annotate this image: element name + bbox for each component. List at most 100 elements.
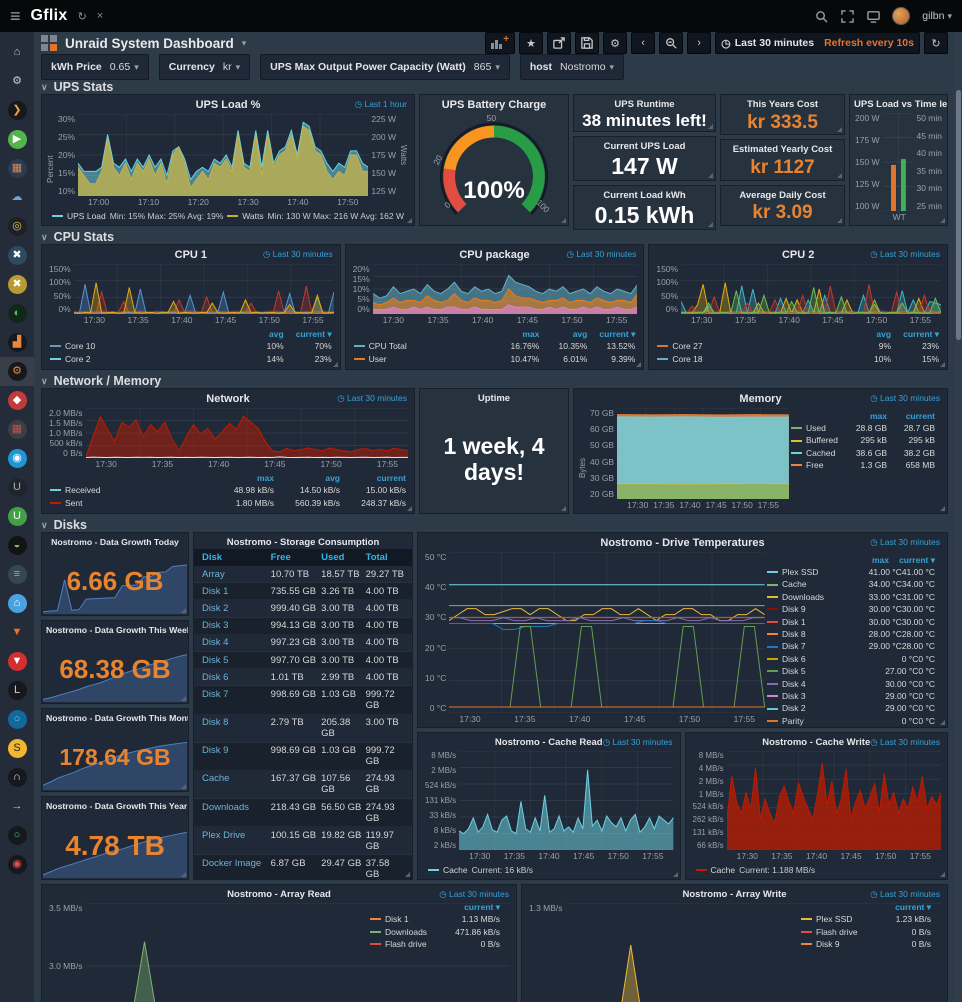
legend-series[interactable]: Cache [767,578,869,590]
star-dashboard-button[interactable]: ★ [519,32,544,54]
legend-item[interactable]: Cache Current: 16 kB/s [428,865,533,875]
sidebar-app-icon[interactable]: ◐ [0,299,34,328]
legend-series[interactable]: Core 10 [50,340,236,353]
panel-title[interactable]: CPU 1 [174,249,208,261]
legend-series[interactable]: Buffered [791,434,839,446]
legend-sort-header[interactable]: current ▾ [464,902,500,912]
legend-series[interactable]: Downloads [767,591,869,603]
table-row[interactable]: Disk 5 997.70 GB 3.00 TB 4.00 TB [194,651,412,670]
save-dashboard-button[interactable] [575,32,600,54]
table-row[interactable]: Disk 3 994.13 GB 3.00 TB 4.00 TB [194,617,412,635]
panel-time-badge[interactable]: ◷ Last 30 minutes [566,249,637,259]
panel-time-badge[interactable]: ◷ Last 30 minutes [870,537,940,547]
table-header[interactable]: Disk Free Used Total [194,549,412,566]
sidebar-app-icon[interactable]: ∩ [0,763,34,792]
panel-title[interactable]: This Years Cost [746,99,819,110]
zoom-out-button[interactable] [659,32,684,54]
panel-title[interactable]: Memory [739,393,782,405]
legend-sort-header[interactable]: current ▾ [903,329,940,339]
row-header-disks[interactable]: ∨ Disks [41,518,87,532]
legend-sort-header[interactable]: current [905,411,935,421]
sidebar-app-icon[interactable]: S [0,734,34,763]
legend-sort-header[interactable]: avg [876,329,892,339]
legend-series[interactable]: Downloads [370,926,436,939]
legend-sort-header[interactable]: avg [325,473,340,483]
panel-time-badge[interactable]: ◷ Last 30 minutes [262,249,333,259]
legend-sort-header[interactable]: max [871,555,889,565]
table-row[interactable]: Disk 1 735.55 GB 3.26 TB 4.00 TB [194,583,412,601]
legend-series[interactable]: Received [50,484,208,497]
panel-title[interactable]: UPS Load vs Time left [854,99,947,110]
panel-title[interactable]: UPS Battery Charge [441,99,547,111]
legend-sort-header[interactable]: current [376,473,406,483]
table-row[interactable]: Disk 9 998.69 GB 1.03 GB 999.72 GB [194,742,412,771]
cpu-package-chart[interactable] [372,264,638,314]
row-header-cpu-stats[interactable]: ∨ CPU Stats [41,230,115,244]
temps-chart[interactable] [449,552,765,713]
tab-close-icon[interactable]: × [96,10,104,22]
legend-series[interactable]: Core 2 [50,353,236,366]
cache-write-chart[interactable] [726,751,941,850]
ups-load-chart[interactable] [78,114,369,196]
panel-title[interactable]: Nostromo - Cache Read [494,737,603,748]
memory-chart[interactable] [617,408,789,499]
cache-read-chart[interactable] [459,751,674,850]
legend-series[interactable]: CPU Total [353,340,492,353]
panel-title[interactable]: Nostromo - Data Growth This Month [46,713,188,723]
legend-sort-header[interactable]: current ▾ [895,902,931,912]
page-scrollbar[interactable] [955,32,962,1002]
add-panel-button[interactable]: + [485,32,516,54]
legend-series[interactable]: Core 27 [657,340,843,353]
legend-series[interactable]: Disk 1 [370,913,436,926]
sidebar-app-icon[interactable]: ○ [0,821,34,850]
panel-time-badge[interactable]: ◷ Last 30 minutes [870,889,940,899]
legend-sort-header[interactable]: current ▾ [899,555,935,565]
legend-series[interactable]: Flash drive [801,926,867,939]
sidebar-app-icon[interactable]: ⌂ [0,589,34,618]
sidebar-app-icon[interactable]: ◎ [0,212,34,241]
row-header-network-memory[interactable]: ∨ Network / Memory [41,374,162,388]
panel-time-badge[interactable]: ◷ Last 1 hour [354,99,407,109]
variable-dropdown[interactable]: host Nostromo ▾ [519,54,625,80]
legend-series[interactable]: Parity [767,715,902,727]
share-dashboard-button[interactable] [547,32,572,54]
legend-sort-header[interactable]: avg [572,329,588,339]
legend-series[interactable]: Sent [50,497,208,510]
sidebar-app-icon[interactable]: ▶ [0,125,34,154]
legend-series[interactable]: Disk 9 [767,603,869,615]
hamburger-menu-icon[interactable]: ≡ [10,5,21,26]
legend-sort-header[interactable]: current ▾ [295,329,332,339]
panel-time-badge[interactable]: ◷ Last 30 minutes [870,249,941,259]
sidebar-app-icon[interactable]: ☁ [11,191,23,203]
table-row[interactable]: Docker Image 6.87 GB 29.47 GB 37.58 GB [194,855,412,879]
legend-series[interactable]: Disk 4 [767,678,885,690]
battery-gauge[interactable] [428,114,560,223]
table-row[interactable]: Disk 4 997.23 GB 3.00 TB 4.00 TB [194,635,412,652]
sidebar-app-icon[interactable]: ⚙ [12,75,22,87]
panel-title[interactable]: Nostromo - Cache Write [762,737,871,748]
legend-series[interactable]: Free [791,459,839,471]
variable-dropdown[interactable]: UPS Max Output Power Capacity (Watt) 865… [260,54,510,80]
sidebar-app-icon[interactable]: ▼ [11,626,23,638]
network-chart[interactable] [85,408,408,458]
sidebar-app-icon[interactable]: ✖ [0,241,34,270]
sidebar-app-icon[interactable]: U [0,502,34,531]
sidebar-app-icon[interactable]: ⚙ [0,357,34,386]
table-row[interactable]: Disk 8 2.79 TB 205.38 GB 3.00 TB [194,715,412,743]
panel-title[interactable]: Nostromo - Data Growth This Week [46,625,188,635]
table-row[interactable]: Array 10.70 TB 18.57 TB 29.27 TB [194,566,412,584]
sidebar-app-icon[interactable]: ◆ [0,386,34,415]
panel-time-badge[interactable]: ◷ Last 30 minutes [439,889,509,899]
scrollbar-thumb[interactable] [956,90,961,340]
legend-series[interactable]: Disk 2 [767,702,885,714]
panel-title[interactable]: Nostromo - Storage Consumption [226,537,380,548]
legend-series[interactable]: Plex SSD [801,913,867,926]
panel-title[interactable]: Estimated Yearly Cost [732,144,833,156]
legend-item[interactable]: Watts Min: 130 W Max: 216 W Avg: 162 W [227,211,404,221]
panel-title[interactable]: Nostromo - Array Read [227,889,331,900]
sidebar-app-icon[interactable]: L [0,676,34,705]
search-icon[interactable] [814,9,828,23]
tab-refresh-icon[interactable]: ↻ [77,10,87,23]
legend-series[interactable]: Used [791,422,839,434]
panel-title[interactable]: Average Daily Cost [739,189,826,201]
